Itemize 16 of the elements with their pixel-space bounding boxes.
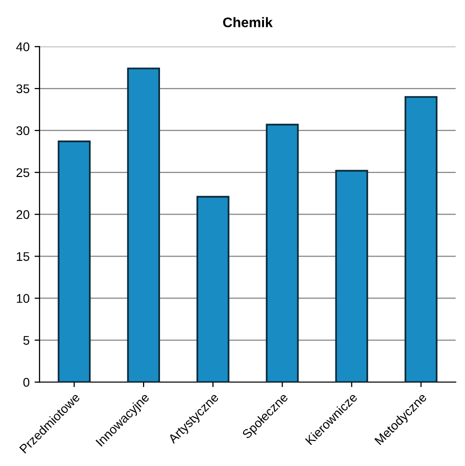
y-tick-label: 40	[16, 42, 30, 52]
y-tick-label: 35	[16, 84, 30, 94]
y-tick-label: 30	[16, 126, 30, 136]
y-tick-label: 20	[16, 210, 30, 220]
y-tick-label: 0	[23, 378, 30, 387]
y-tick-label: 25	[16, 168, 30, 178]
y-tick-label: 10	[16, 294, 30, 303]
bar	[404, 96, 438, 382]
y-tick-label: 15	[16, 252, 30, 261]
bar	[335, 170, 368, 382]
chart-title: Chemik	[223, 17, 273, 28]
y-tick-label: 5	[23, 336, 30, 345]
bar	[58, 140, 91, 382]
bar	[266, 124, 299, 382]
bar	[127, 68, 160, 382]
bar	[196, 196, 230, 382]
